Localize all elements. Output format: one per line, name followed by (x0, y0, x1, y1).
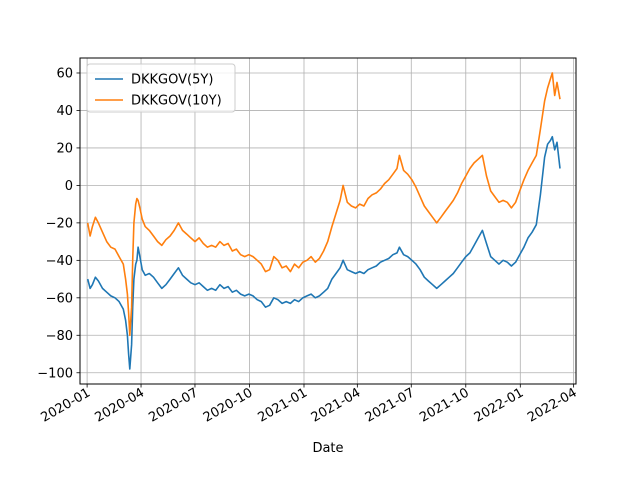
x-axis-label: Date (312, 441, 343, 456)
y-tick-label: −20 (46, 216, 73, 231)
series-group (86, 72, 561, 370)
y-tick-label: 20 (56, 141, 73, 156)
x-tick-label: 2022-01 (472, 385, 527, 425)
y-tick-label: −80 (46, 329, 73, 344)
y-tick-label: 0 (65, 179, 73, 194)
y-axis: −100 −80 −60 −40 −20 0 20 40 60 (37, 66, 80, 381)
x-tick-label: 2021-01 (255, 385, 310, 425)
x-tick-label: 2021-07 (363, 385, 418, 425)
x-tick-label: 2020-01 (39, 385, 94, 425)
x-axis: 2020-01 2020-04 2020-07 2020-10 2021-012021-… (39, 384, 580, 426)
y-tick-label: −100 (37, 366, 73, 381)
series-line-2 (86, 72, 561, 337)
x-tick-label: 2020-07 (146, 385, 201, 425)
legend-label-1: DKKGOV(5Y) (131, 73, 213, 88)
x-tick-label: 2022-04 (525, 385, 580, 425)
y-tick-label: 40 (56, 104, 73, 119)
y-tick-label: −40 (46, 254, 73, 269)
x-tick-label: 2021-10 (417, 385, 472, 425)
x-tick-label: 2021-04 (309, 385, 364, 425)
series-line-1 (86, 135, 561, 370)
y-tick-label: 60 (56, 66, 73, 81)
y-tick-label: −60 (46, 291, 73, 306)
x-tick-label: 2020-10 (201, 385, 256, 425)
legend: DKKGOV(5Y) DKKGOV(10Y) (86, 63, 236, 113)
legend-label-2: DKKGOV(10Y) (131, 94, 222, 109)
legend-box (86, 63, 236, 113)
x-tick-label: 2020-04 (92, 385, 147, 425)
plot-frame (79, 57, 577, 385)
